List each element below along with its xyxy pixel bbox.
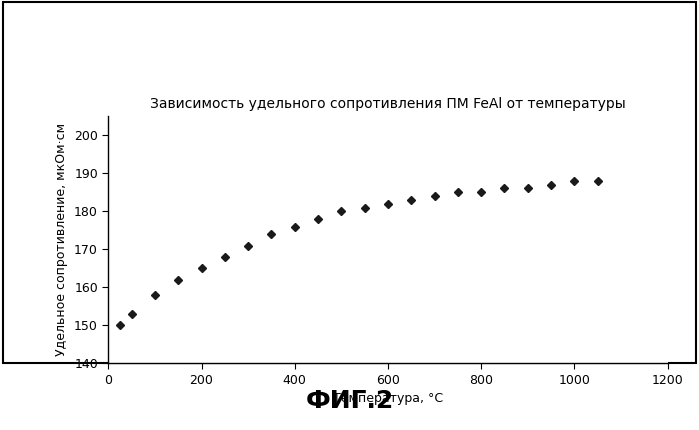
Title: Зависимость удельного сопротивления ПМ FeAl от температуры: Зависимость удельного сопротивления ПМ F… — [150, 97, 626, 111]
Text: ФИГ.2: ФИГ.2 — [305, 389, 394, 413]
Y-axis label: Удельное сопротивление, мкОм·см: Удельное сопротивление, мкОм·см — [55, 123, 69, 356]
X-axis label: Температура, °С: Температура, °С — [333, 392, 443, 405]
